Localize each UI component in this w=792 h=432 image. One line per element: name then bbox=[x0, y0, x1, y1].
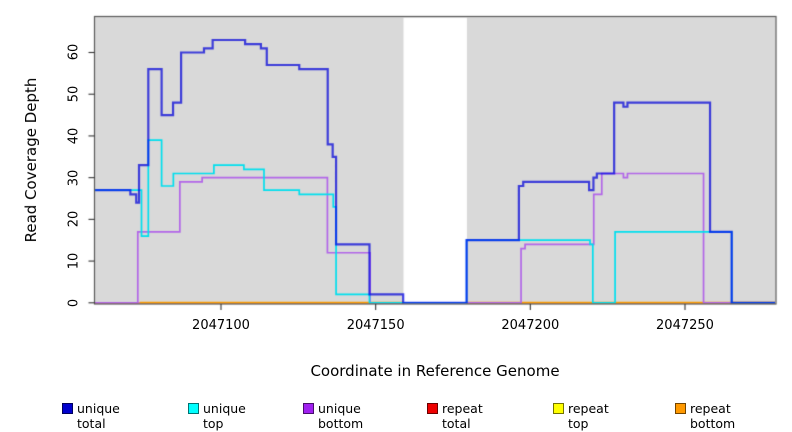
legend-label: repeat top bbox=[568, 401, 609, 431]
x-tick-label: 2047200 bbox=[501, 318, 560, 333]
legend-label: unique bottom bbox=[318, 401, 364, 431]
legend-label: unique top bbox=[203, 401, 246, 431]
legend-swatch bbox=[553, 403, 564, 414]
legend-swatch bbox=[188, 403, 199, 414]
y-tick-label: 30 bbox=[66, 169, 82, 186]
legend-swatch bbox=[303, 403, 314, 414]
x-tick-label: 2047150 bbox=[346, 318, 405, 333]
y-axis-title: Read Coverage Depth bbox=[22, 77, 40, 243]
x-tick-label: 2047250 bbox=[656, 318, 714, 333]
y-tick-label: 0 bbox=[66, 298, 82, 307]
legend-swatch bbox=[675, 403, 686, 414]
y-tick-label: 10 bbox=[66, 252, 82, 270]
y-tick-label: 20 bbox=[66, 211, 82, 228]
legend-swatch bbox=[427, 403, 438, 414]
y-tick-label: 40 bbox=[66, 127, 82, 145]
y-tick-label: 50 bbox=[66, 85, 82, 103]
legend-label: unique total bbox=[77, 401, 120, 431]
legend-swatch bbox=[62, 403, 73, 414]
legend-label: repeat bottom bbox=[690, 401, 736, 431]
x-tick-label: 2047100 bbox=[192, 318, 250, 333]
x-axis-title: Coordinate in Reference Genome bbox=[310, 362, 560, 380]
y-tick-label: 60 bbox=[66, 44, 82, 61]
legend-label: repeat total bbox=[442, 401, 483, 431]
